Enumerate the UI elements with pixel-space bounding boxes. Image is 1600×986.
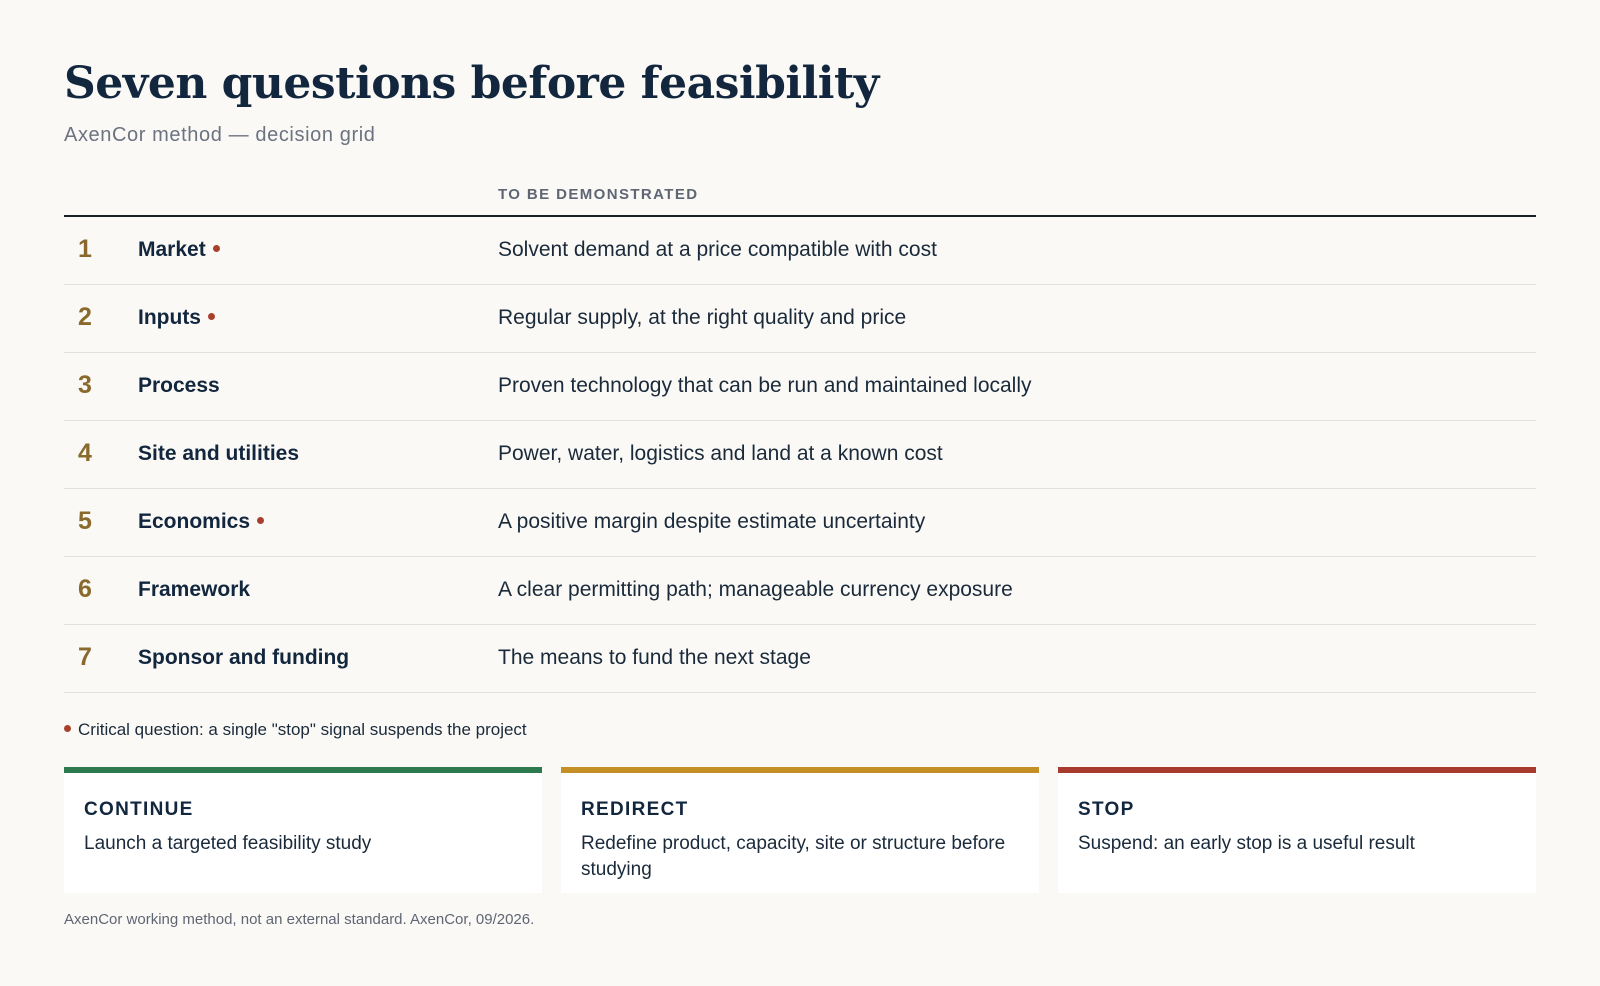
question-description: Power, water, logistics and land at a kn… xyxy=(498,442,943,465)
row-number: 1 xyxy=(78,235,92,263)
outcome-cards: CONTINUE Launch a targeted feasibility s… xyxy=(64,767,1536,893)
question-name: Economics xyxy=(138,510,265,534)
question-name: Inputs xyxy=(138,306,215,330)
critical-legend: Critical question: a single "stop" signa… xyxy=(64,720,527,740)
outcome-description: Redefine product, capacity, site or stru… xyxy=(581,833,1006,880)
outcome-description: Launch a targeted feasibility study xyxy=(84,833,372,854)
question-name: Framework xyxy=(138,578,250,602)
question-description: Regular supply, at the right quality and… xyxy=(498,306,907,329)
outcome-title: CONTINUE xyxy=(84,799,194,820)
legend-text: Critical question: a single "stop" signa… xyxy=(78,720,527,739)
row-number: 3 xyxy=(78,371,92,399)
critical-marker-icon xyxy=(212,244,220,252)
row-number: 5 xyxy=(78,507,92,535)
outcome-card-stop: STOP Suspend: an early stop is a useful … xyxy=(1058,767,1536,893)
outcome-card-redirect: REDIRECT Redefine product, capacity, sit… xyxy=(561,767,1039,893)
question-name: Process xyxy=(138,374,220,398)
page-subtitle: AxenCor method — decision grid xyxy=(64,124,376,146)
question-name-text: Inputs xyxy=(138,306,201,329)
question-description: Solvent demand at a price compatible wit… xyxy=(498,238,937,261)
question-description: A positive margin despite estimate uncer… xyxy=(498,510,926,533)
question-name-text: Framework xyxy=(138,578,251,601)
question-description: Proven technology that can be run and ma… xyxy=(498,374,1032,397)
row-number: 4 xyxy=(78,439,92,467)
outcome-title: REDIRECT xyxy=(581,799,689,820)
question-name: Sponsor and funding xyxy=(138,646,349,670)
table-row: 2 Inputs Regular supply, at the right qu… xyxy=(64,285,1536,353)
table-row: 5 Economics A positive margin despite es… xyxy=(64,489,1536,557)
row-number: 6 xyxy=(78,575,92,603)
decision-grid-table: 1 Market Solvent demand at a price compa… xyxy=(64,215,1536,693)
table-row: 4 Site and utilities Power, water, logis… xyxy=(64,421,1536,489)
outcome-title: STOP xyxy=(1078,799,1135,820)
critical-marker-icon xyxy=(257,516,265,524)
critical-marker-icon xyxy=(64,725,71,733)
page-title: Seven questions before feasibility xyxy=(64,58,879,109)
question-name-text: Site and utilities xyxy=(138,442,300,465)
question-description: A clear permitting path; manageable curr… xyxy=(498,578,1013,601)
table-row: 6 Framework A clear permitting path; man… xyxy=(64,557,1536,625)
question-name-text: Process xyxy=(138,374,220,397)
column-header-to-be-demonstrated: TO BE DEMONSTRATED xyxy=(498,186,699,203)
outcome-description: Suspend: an early stop is a useful resul… xyxy=(1078,833,1415,854)
row-number: 7 xyxy=(78,643,92,671)
question-name: Site and utilities xyxy=(138,442,299,466)
table-row: 7 Sponsor and funding The means to fund … xyxy=(64,625,1536,693)
table-row: 3 Process Proven technology that can be … xyxy=(64,353,1536,421)
question-name-text: Market xyxy=(138,238,206,261)
question-name: Market xyxy=(138,238,220,262)
question-name-text: Sponsor and funding xyxy=(138,646,350,669)
question-name-text: Economics xyxy=(138,510,251,533)
table-row: 1 Market Solvent demand at a price compa… xyxy=(64,217,1536,285)
question-description: The means to fund the next stage xyxy=(498,646,811,669)
critical-marker-icon xyxy=(208,312,215,320)
outcome-card-continue: CONTINUE Launch a targeted feasibility s… xyxy=(64,767,542,893)
footnote: AxenCor working method, not an external … xyxy=(64,911,535,928)
row-number: 2 xyxy=(78,303,92,331)
